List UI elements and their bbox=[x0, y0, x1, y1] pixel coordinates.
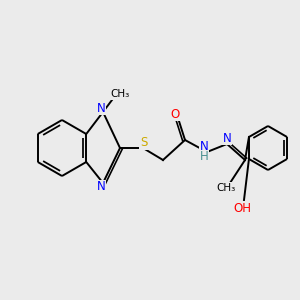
Text: N: N bbox=[200, 140, 208, 154]
Text: N: N bbox=[223, 131, 231, 145]
Text: CH₃: CH₃ bbox=[110, 89, 130, 99]
Text: H: H bbox=[200, 151, 208, 164]
Text: S: S bbox=[140, 136, 148, 149]
Text: OH: OH bbox=[233, 202, 251, 214]
Text: CH₃: CH₃ bbox=[216, 183, 236, 193]
Text: O: O bbox=[170, 107, 180, 121]
Text: N: N bbox=[97, 101, 105, 115]
Text: N: N bbox=[97, 181, 105, 194]
